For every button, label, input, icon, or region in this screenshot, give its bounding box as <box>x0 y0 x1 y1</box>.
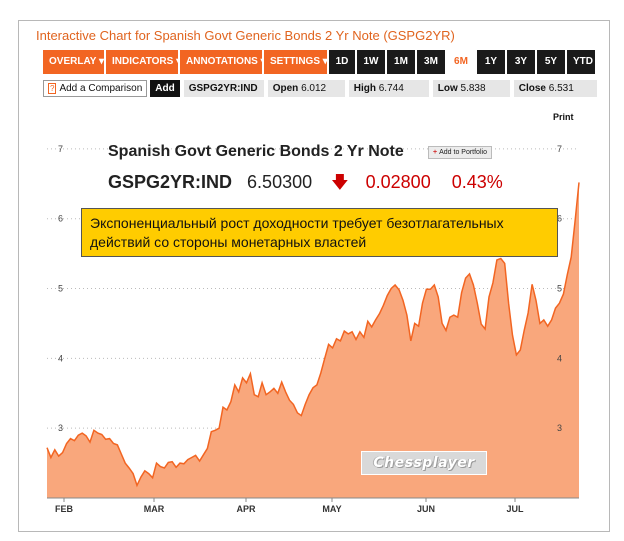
ticker: GSPG2YR:IND <box>108 172 233 192</box>
low-value: 5.838 <box>460 83 486 94</box>
high-cell: High 6.744 <box>348 80 429 97</box>
close-cell: Close 6.531 <box>513 80 597 97</box>
low-cell: Low 5.838 <box>432 80 510 97</box>
toolbar-divider <box>327 50 329 74</box>
add-to-portfolio-button[interactable]: + Add to Portfolio <box>428 146 492 159</box>
bond-name: Spanish Govt Generic Bonds 2 Yr Note <box>108 143 404 160</box>
range-1w-button[interactable]: 1W <box>357 50 385 74</box>
toolbar-divider <box>104 50 106 74</box>
x-axis: FEB MAR APR MAY JUN JUL <box>55 498 524 514</box>
portfolio-label: Add to Portfolio <box>439 149 487 156</box>
down-arrow-icon: 🡇 <box>331 173 349 192</box>
y-tick-label: 5 <box>58 284 63 294</box>
y-tick-label: 6 <box>557 214 562 224</box>
overlay-menu[interactable]: OVERLAY ▾ <box>43 50 104 74</box>
range-1m-button[interactable]: 1M <box>387 50 415 74</box>
range-3y-button[interactable]: 3Y <box>507 50 535 74</box>
range-1y-button[interactable]: 1Y <box>477 50 505 74</box>
x-tick-label: FEB <box>55 504 74 514</box>
range-3m-button[interactable]: 3M <box>417 50 445 74</box>
toolbar-divider <box>415 50 417 74</box>
price-change: 0.02800 <box>365 172 431 192</box>
y-tick-label: 5 <box>557 284 562 294</box>
yield-line <box>46 182 580 488</box>
toolbar-divider <box>262 50 264 74</box>
y-tick-label: 6 <box>58 214 63 224</box>
print-link[interactable]: Print <box>553 112 574 122</box>
toolbar-divider <box>445 50 447 74</box>
settings-menu[interactable]: SETTINGS ▾ <box>264 50 328 74</box>
y-tick-label: 7 <box>557 144 562 154</box>
comparison-placeholder: Add a Comparison <box>59 83 143 94</box>
toolbar-divider <box>178 50 180 74</box>
toolbar-divider <box>355 50 357 74</box>
last-price: 6.50300 <box>247 172 313 192</box>
yield-area <box>47 182 579 498</box>
stats-bar: ? Add a Comparison Add GSPG2YR:IND Open … <box>43 80 597 97</box>
price-change-percent: 0.43% <box>451 172 503 192</box>
y-tick-label: 4 <box>557 353 562 363</box>
x-tick-label: MAR <box>144 504 165 514</box>
toolbar-divider <box>535 50 537 74</box>
toolbar-divider <box>385 50 387 74</box>
x-tick-label: APR <box>236 504 256 514</box>
y-tick-label: 3 <box>557 423 562 433</box>
annotations-menu[interactable]: ANNOTATIONS ▾ <box>180 50 266 74</box>
page-title: Interactive Chart for Spanish Govt Gener… <box>36 28 455 43</box>
y-axis-left: 3 4 5 6 7 <box>58 144 63 433</box>
close-label: Close <box>518 83 546 94</box>
high-label: High <box>353 83 376 94</box>
comparison-input[interactable]: ? Add a Comparison <box>43 80 148 97</box>
range-6m-button[interactable]: 6M <box>447 50 475 74</box>
close-value: 6.531 <box>548 83 574 94</box>
toolbar: OVERLAY ▾ INDICATORS ▾ ANNOTATIONS ▾ SET… <box>43 50 595 74</box>
x-tick-label: JUL <box>506 504 524 514</box>
watermark: Chessplayer <box>361 451 487 475</box>
add-comparison-button[interactable]: Add <box>150 80 180 97</box>
help-icon[interactable]: ? <box>48 83 57 94</box>
range-1d-button[interactable]: 1D <box>329 50 355 74</box>
toolbar-divider <box>505 50 507 74</box>
y-axis-right: 3 4 5 6 7 <box>557 144 562 433</box>
toolbar-divider <box>565 50 567 74</box>
toolbar-divider <box>475 50 477 74</box>
open-cell: Open 6.012 <box>267 80 345 97</box>
open-value: 6.012 <box>301 83 327 94</box>
quote-line: GSPG2YR:IND 6.50300 🡇 0.02800 0.43% <box>108 170 503 199</box>
y-tick-label: 3 <box>58 423 63 433</box>
range-ytd-button[interactable]: YTD <box>567 50 595 74</box>
annotation-box: Экспоненциальный рост доходности требует… <box>81 208 558 257</box>
range-5y-button[interactable]: 5Y <box>537 50 565 74</box>
y-tick-label: 7 <box>58 144 63 154</box>
y-tick-label: 4 <box>58 353 63 363</box>
plus-icon: + <box>433 149 438 156</box>
x-tick-label: MAY <box>322 504 341 514</box>
open-label: Open <box>272 83 299 94</box>
x-tick-label: JUN <box>417 504 435 514</box>
low-label: Low <box>437 83 458 94</box>
indicators-menu[interactable]: INDICATORS ▾ <box>106 50 181 74</box>
symbol-cell: GSPG2YR:IND <box>183 80 264 97</box>
high-value: 6.744 <box>378 83 404 94</box>
